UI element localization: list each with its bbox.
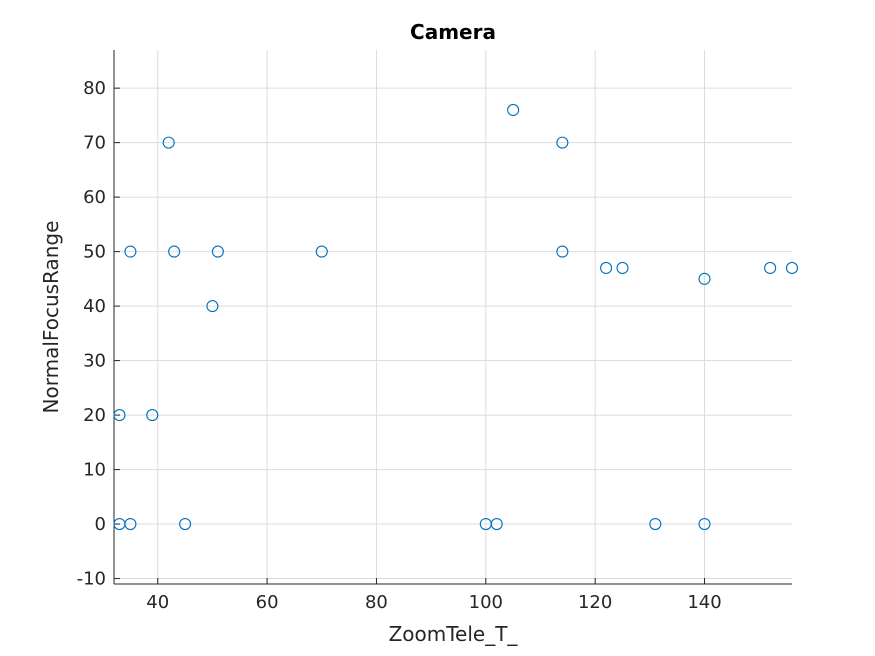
- data-point: [168, 245, 181, 258]
- grid: [114, 50, 792, 584]
- x-axis-label: ZoomTele_T_: [389, 622, 519, 646]
- x-tick-label: 140: [687, 592, 721, 613]
- y-tick-label: 60: [83, 187, 106, 208]
- data-point: [616, 261, 629, 275]
- data-point: [113, 409, 126, 422]
- data-point: [507, 103, 520, 116]
- data-point: [698, 518, 711, 531]
- y-tick-label: 30: [83, 351, 106, 372]
- data-point: [490, 518, 503, 531]
- data-point: [785, 261, 799, 275]
- data-point: [649, 518, 662, 531]
- data-point: [179, 518, 192, 531]
- y-tick-label: 70: [83, 133, 106, 154]
- x-tick-label: 60: [256, 592, 279, 613]
- data-point: [600, 261, 613, 275]
- x-tick-label: 40: [146, 592, 169, 613]
- data-point: [146, 409, 159, 422]
- data-point: [556, 136, 569, 149]
- y-tick-label: 50: [83, 242, 106, 263]
- y-tick-label: 20: [83, 405, 106, 426]
- x-tick-label: 100: [469, 592, 503, 613]
- y-tick-label: 80: [83, 78, 106, 99]
- y-tick-label: -10: [77, 569, 106, 590]
- data-points: [113, 103, 799, 531]
- x-tick-label: 80: [365, 592, 388, 613]
- axes: [113, 50, 792, 585]
- data-point: [162, 136, 175, 149]
- data-point: [124, 245, 137, 258]
- data-point: [315, 245, 328, 258]
- y-axis-label: NormalFocusRange: [39, 221, 63, 414]
- chart-title: Camera: [410, 20, 496, 44]
- data-point: [698, 272, 711, 285]
- y-tick-label: 40: [83, 296, 106, 317]
- data-point: [211, 245, 224, 258]
- y-axis-ticks: -10 0 10 20 30 40 50 60 70 80: [77, 78, 120, 590]
- data-point: [124, 518, 137, 531]
- data-point: [556, 245, 569, 258]
- x-axis-ticks: 40 60 80 100 120 140: [146, 578, 722, 613]
- y-tick-label: 0: [95, 514, 106, 535]
- data-point: [764, 261, 777, 275]
- x-tick-label: 120: [578, 592, 612, 613]
- y-tick-label: 10: [83, 460, 106, 481]
- data-point: [206, 300, 219, 313]
